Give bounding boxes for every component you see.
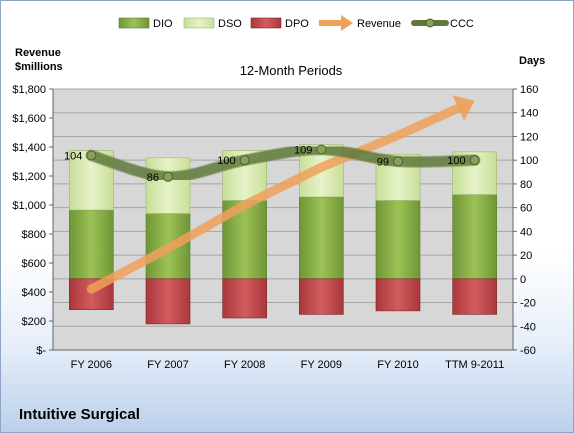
right-tick-label-6: 60 (520, 203, 532, 215)
legend-label-revenue: Revenue (357, 18, 401, 30)
ccc-data-label-4: 99 (377, 156, 389, 168)
right-tick-label-3: 0 (520, 274, 526, 286)
ccc-data-label-2: 100 (217, 155, 235, 167)
right-tick-label-9: 120 (520, 131, 538, 143)
ccc-data-label-5: 100 (447, 155, 465, 167)
legend-swatch-dso (183, 17, 215, 29)
bar-dpo-3 (299, 278, 344, 315)
left-tick-label-4: $800 (22, 229, 46, 241)
ccc-marker-1 (163, 171, 173, 182)
left-axis-title-line2: $millions (15, 61, 63, 73)
left-tick-label-6: $1,200 (12, 171, 46, 183)
right-tick-label-2: -20 (520, 298, 536, 310)
bar-dio-5 (452, 194, 497, 280)
right-tick-label-0: -60 (520, 345, 536, 357)
bar-dpo-5 (452, 278, 497, 315)
left-tick-label-5: $1,000 (12, 200, 46, 212)
category-label-3: FY 2009 (301, 359, 342, 371)
legend-label-dso: DSO (218, 18, 242, 30)
legend-swatch-dio (118, 17, 150, 29)
category-label-2: FY 2008 (224, 359, 265, 371)
bar-dpo-4 (375, 278, 421, 312)
bar-dpo-1 (145, 278, 191, 325)
legend-label-ccc: CCC (450, 18, 474, 30)
category-label-5: TTM 9-2011 (445, 359, 504, 371)
ccc-data-label-1: 86 (147, 172, 159, 184)
ccc-marker-0 (86, 150, 97, 161)
bar-dso-1 (145, 157, 191, 214)
bar-dio-3 (299, 196, 344, 280)
legend-arrowhead-revenue (341, 15, 353, 31)
right-tick-label-1: -40 (520, 321, 536, 333)
ccc-marker-2 (239, 155, 250, 166)
bar-dpo-2 (222, 278, 267, 319)
legend-marker-ccc (425, 18, 435, 28)
right-tick-label-8: 100 (520, 155, 538, 167)
category-label-0: FY 2006 (71, 359, 112, 371)
left-tick-label-7: $1,400 (12, 142, 46, 154)
ccc-marker-3 (316, 144, 327, 155)
left-tick-label-8: $1,600 (12, 113, 46, 125)
ccc-line (85, 144, 481, 183)
left-tick-label-9: $1,800 (12, 84, 46, 96)
right-tick-label-10: 140 (520, 108, 538, 120)
ccc-data-label-3: 109 (294, 145, 312, 157)
ccc-marker-4 (393, 156, 403, 167)
right-tick-label-7: 80 (520, 179, 532, 191)
ccc-data-label-0: 104 (64, 150, 82, 162)
ccc-marker-5 (469, 155, 480, 166)
revenue-arrowhead (452, 95, 475, 121)
category-label-1: FY 2007 (147, 359, 188, 371)
legend-label-dpo: DPO (285, 18, 309, 30)
right-tick-label-4: 20 (520, 250, 532, 262)
left-tick-label-3: $600 (22, 258, 46, 270)
left-tick-label-0: $- (36, 345, 46, 357)
plot-area (53, 89, 513, 350)
chart-title: 12-Month Periods (239, 63, 343, 78)
company-name: Intuitive Surgical (19, 406, 140, 423)
bar-dio-4 (375, 200, 421, 280)
legend-label-dio: DIO (153, 18, 173, 30)
left-axis-title: Revenue $millions (15, 46, 63, 74)
legend-swatch-dpo (250, 17, 282, 29)
left-tick-label-1: $200 (22, 316, 46, 328)
right-tick-label-11: 160 (520, 84, 538, 96)
left-tick-label-2: $400 (22, 287, 46, 299)
right-tick-label-5: 40 (520, 226, 532, 238)
right-axis-title: Days (519, 55, 546, 67)
revenue-arrow-line (86, 103, 463, 294)
category-label-4: FY 2010 (377, 359, 418, 371)
bar-dio-0 (69, 209, 114, 280)
left-axis-title-line1: Revenue (15, 47, 61, 59)
